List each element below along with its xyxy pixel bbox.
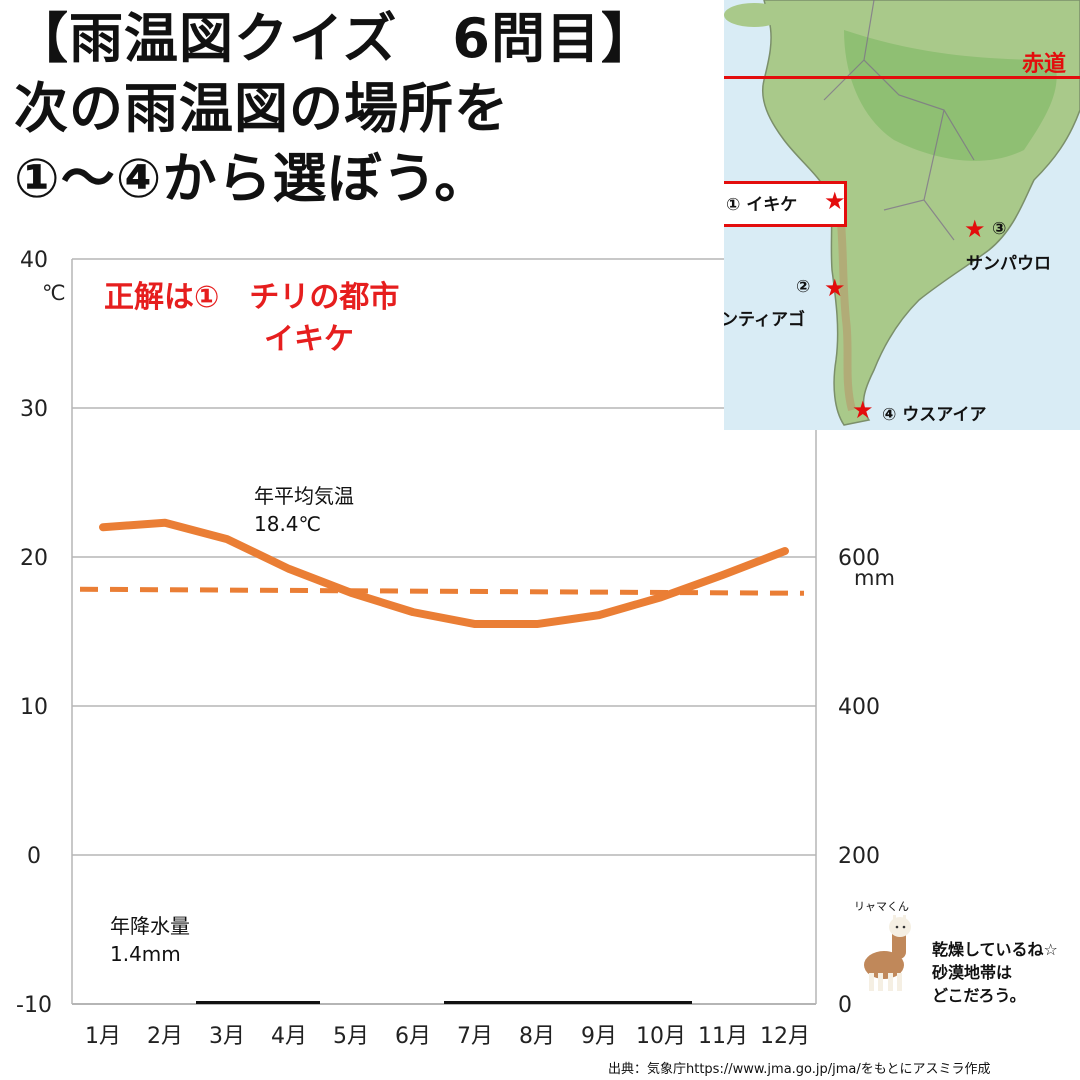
mascot-caption: 乾燥しているね☆ 砂漠地帯は どこだろう。: [932, 938, 1058, 1007]
star-icon: ★: [852, 396, 874, 424]
right-tick-label: 200: [838, 844, 880, 869]
quiz-title: 【雨温図クイズ 6問目】 次の雨温図の場所を ①～④から選ぼう。: [14, 4, 656, 214]
map-number-santiago: ②: [796, 277, 811, 297]
map-label-iquique: ① イキケ: [726, 195, 798, 215]
answer-line-2: イキケ: [264, 322, 354, 357]
right-axis-unit: mm: [854, 566, 895, 590]
answer-line-1: 正解は① チリの都市: [104, 280, 400, 315]
star-icon: ★: [824, 274, 846, 302]
chart-grid: [71, 258, 817, 1005]
map-label-ushuaia: ④ ウスアイア: [882, 405, 987, 425]
x-tick-label: 1月: [85, 1024, 121, 1049]
x-tick-label: 7月: [457, 1024, 493, 1049]
left-tick-label: -10: [16, 993, 52, 1018]
x-tick-label: 6月: [395, 1024, 431, 1049]
avg-temp-value: 18.4℃: [254, 512, 321, 536]
x-tick-label: 8月: [519, 1024, 555, 1049]
llama-icon: [864, 915, 911, 991]
map-number-saopaulo: ③: [992, 219, 1007, 239]
south-america-map: 赤道 ① イキケ ★ ② ★ サンティアゴ ★ ③ サンパウロ ★ ④ ウスアイ…: [724, 0, 1080, 430]
star-icon: ★: [964, 215, 986, 243]
precip-annotation: 年降水量 1.4mm: [110, 912, 190, 968]
left-tick-label: 10: [20, 695, 48, 720]
x-tick-label: 10月: [636, 1024, 686, 1049]
precipitation-bar: [444, 1001, 506, 1004]
right-tick-label: 400: [838, 695, 880, 720]
temperature-line: [99, 518, 789, 629]
x-tick-label: 2月: [147, 1024, 183, 1049]
x-tick-label: 3月: [209, 1024, 245, 1049]
mascot-caption-line-1: 乾燥しているね☆: [932, 940, 1058, 959]
right-axis-ticks: 600 400 200 0: [838, 546, 880, 1018]
precipitation-bar: [568, 1001, 630, 1004]
title-line-1: 【雨温図クイズ 6問目】: [14, 7, 656, 70]
right-tick-label: 600: [838, 546, 880, 571]
precip-label: 年降水量: [110, 914, 190, 938]
mascot-caption-line-2: 砂漠地帯は: [932, 963, 1013, 982]
left-axis-unit: ℃: [42, 281, 66, 305]
annual-average-line: [79, 586, 805, 596]
avg-temp-label: 年平均気温: [254, 484, 354, 508]
mascot-name: リャマくん: [854, 900, 909, 913]
precip-value: 1.4mm: [110, 942, 181, 966]
right-tick-label: 0: [838, 993, 852, 1018]
map-label-santiago: サンティアゴ: [724, 310, 805, 330]
title-line-2: 次の雨温図の場所を: [14, 77, 509, 140]
star-icon: ★: [824, 187, 846, 215]
x-tick-label: 4月: [271, 1024, 307, 1049]
equator-line: [724, 76, 1080, 79]
x-axis-ticks: 1月 2月 3月 4月 5月 6月 7月 8月 9月 10月 11月 12月: [85, 1024, 810, 1049]
left-tick-label: 40: [20, 248, 48, 273]
x-tick-label: 5月: [333, 1024, 369, 1049]
left-axis-ticks: 40 30 20 10 0 -10: [16, 248, 52, 1018]
map-graphic: [724, 0, 1080, 430]
precipitation-bar: [196, 1001, 258, 1004]
equator-label: 赤道: [1022, 52, 1067, 77]
title-line-3: ①～④から選ぼう。: [14, 147, 490, 210]
mascot-caption-line-3: どこだろう。: [932, 986, 1026, 1005]
left-tick-label: 20: [20, 546, 48, 571]
left-tick-label: 0: [27, 844, 41, 869]
precipitation-bar: [630, 1001, 692, 1004]
left-tick-label: 30: [20, 397, 48, 422]
x-tick-label: 12月: [760, 1024, 810, 1049]
answer-highlight-box: [724, 181, 847, 227]
precipitation-bar: [258, 1001, 320, 1004]
x-tick-label: 9月: [581, 1024, 617, 1049]
precipitation-bars: [196, 1001, 692, 1004]
x-tick-label: 11月: [698, 1024, 748, 1049]
map-label-saopaulo: サンパウロ: [966, 254, 1051, 274]
avg-temp-annotation: 年平均気温 18.4℃: [254, 482, 354, 538]
source-credit: 出典：気象庁https://www.jma.go.jp/jma/をもとにアスミラ…: [608, 1062, 991, 1077]
precipitation-bar: [506, 1001, 568, 1004]
